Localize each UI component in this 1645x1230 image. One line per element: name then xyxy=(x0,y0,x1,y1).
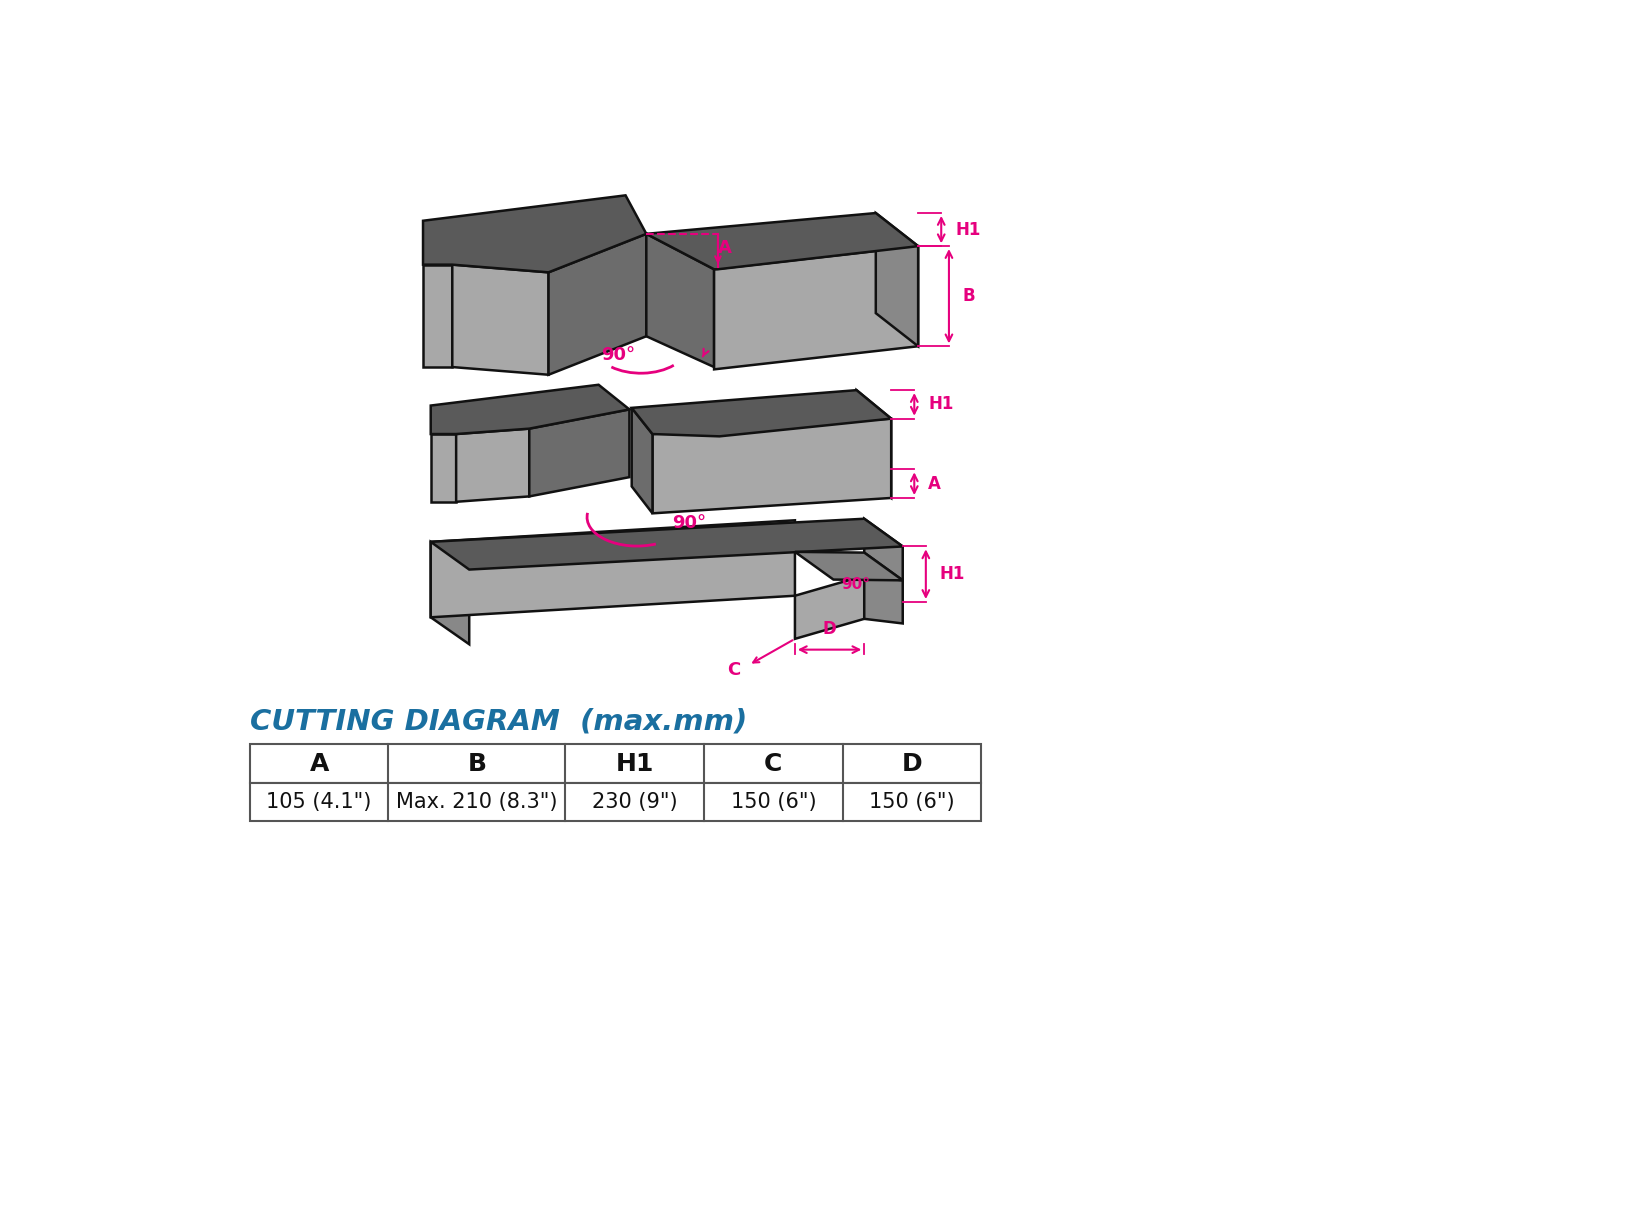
Polygon shape xyxy=(646,234,714,367)
Text: 230 (9"): 230 (9") xyxy=(592,792,678,812)
Text: B: B xyxy=(962,288,975,305)
Text: 150 (6"): 150 (6") xyxy=(730,792,816,812)
Text: C: C xyxy=(727,661,740,679)
Text: H1: H1 xyxy=(939,565,966,583)
Polygon shape xyxy=(423,196,646,272)
Polygon shape xyxy=(431,519,903,569)
Text: A: A xyxy=(717,239,732,257)
Polygon shape xyxy=(864,576,903,624)
Bar xyxy=(250,744,982,782)
Polygon shape xyxy=(857,390,892,498)
Text: 90°: 90° xyxy=(671,514,706,533)
Polygon shape xyxy=(431,434,456,502)
Text: CUTTING DIAGRAM  (max.mm): CUTTING DIAGRAM (max.mm) xyxy=(250,707,747,736)
Polygon shape xyxy=(632,390,892,437)
Polygon shape xyxy=(452,264,548,375)
Polygon shape xyxy=(431,385,630,434)
Polygon shape xyxy=(646,213,918,269)
Polygon shape xyxy=(632,408,653,513)
Text: B: B xyxy=(467,752,487,776)
Text: A: A xyxy=(928,475,941,493)
Text: 90°: 90° xyxy=(841,577,870,593)
Text: 90°: 90° xyxy=(600,347,635,364)
Text: H1: H1 xyxy=(928,395,954,413)
Text: 105 (4.1"): 105 (4.1") xyxy=(266,792,372,812)
Text: C: C xyxy=(765,752,783,776)
Text: H1: H1 xyxy=(615,752,655,776)
Polygon shape xyxy=(875,213,918,347)
Polygon shape xyxy=(548,234,646,375)
Text: 150 (6"): 150 (6") xyxy=(869,792,954,812)
Text: H1: H1 xyxy=(956,220,980,239)
Polygon shape xyxy=(864,519,903,581)
Text: D: D xyxy=(822,620,836,638)
Text: Max. 210 (8.3"): Max. 210 (8.3") xyxy=(396,792,558,812)
Text: D: D xyxy=(901,752,923,776)
Polygon shape xyxy=(714,246,918,369)
Bar xyxy=(250,782,982,822)
Polygon shape xyxy=(431,542,469,645)
Text: A: A xyxy=(309,752,329,776)
Polygon shape xyxy=(795,576,864,638)
Polygon shape xyxy=(456,428,530,502)
Polygon shape xyxy=(530,410,630,497)
Polygon shape xyxy=(795,552,903,581)
Polygon shape xyxy=(653,418,892,513)
Polygon shape xyxy=(431,520,795,617)
Polygon shape xyxy=(423,264,452,367)
